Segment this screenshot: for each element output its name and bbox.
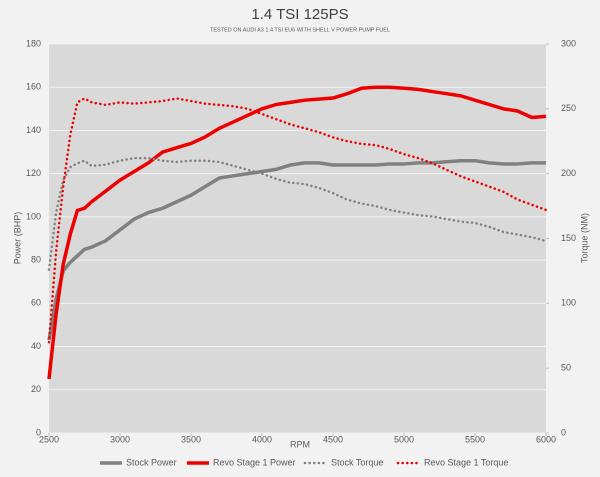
legend-label: Stock Power [126, 457, 177, 467]
plot-area [49, 44, 546, 433]
x-tick-label: 4500 [323, 434, 343, 444]
series-line [47, 158, 546, 341]
x-tick-label: 5500 [465, 434, 485, 444]
y-tick-label: 100 [26, 211, 41, 221]
y-tick-label: 20 [31, 384, 41, 394]
x-tick-label: 2500 [39, 434, 59, 444]
y-tick-label: 180 [26, 38, 41, 48]
y2-tick-label: 250 [561, 103, 576, 113]
x-tick-label: 3000 [110, 434, 130, 444]
x-tick-label: 5000 [394, 434, 414, 444]
x-tick-label: 6000 [536, 434, 556, 444]
y2-tick-label: 0 [561, 427, 566, 437]
y-tick-label: 0 [36, 427, 41, 437]
y-tick-label: 80 [31, 254, 41, 264]
series-line [47, 97, 548, 344]
x-tick-label: 4000 [252, 434, 272, 444]
y-axis-label: Power (BHP) [12, 212, 22, 265]
y2-tick-label: 200 [561, 168, 576, 178]
x-axis-label: RPM [290, 439, 310, 449]
x-tick-label: 3500 [181, 434, 201, 444]
y-tick-label: 120 [26, 168, 41, 178]
legend-label: Stock Torque [331, 457, 383, 467]
y-tick-label: 160 [26, 82, 41, 92]
y2-tick-label: 100 [561, 298, 576, 308]
y2-axis-label: Torque (NM) [579, 213, 589, 263]
chart-subtitle: TESTED ON AUDI A3 1.4 TSI EU6 WITH SHELL… [210, 27, 390, 33]
y-tick-label: 60 [31, 298, 41, 308]
legend-label: Revo Stage 1 Torque [424, 457, 508, 467]
y2-tick-label: 50 [561, 363, 571, 373]
series-line [47, 85, 547, 380]
y-tick-label: 140 [26, 125, 41, 135]
chart-title: 1.4 TSI 125PS [251, 6, 348, 23]
series-line [47, 156, 548, 271]
legend-label: Revo Stage 1 Power [213, 457, 296, 467]
y2-tick-label: 150 [561, 233, 576, 243]
y-tick-label: 40 [31, 341, 41, 351]
y2-tick-label: 300 [561, 38, 576, 48]
